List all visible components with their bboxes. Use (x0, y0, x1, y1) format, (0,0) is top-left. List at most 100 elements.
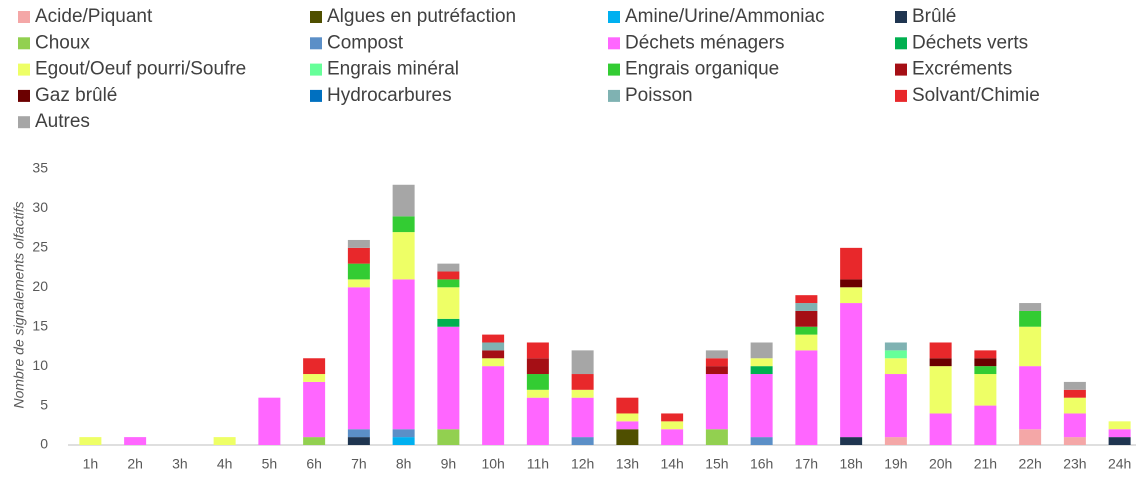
bar-segment (661, 421, 684, 430)
legend-swatch (608, 37, 620, 50)
bar-segment (437, 287, 460, 319)
legend-label: Gaz brûlé (35, 85, 117, 106)
bar-segment (974, 374, 997, 406)
x-tick-label: 20h (929, 456, 952, 472)
legend-label: Engrais minéral (327, 59, 459, 80)
bar-segment (392, 279, 415, 430)
bar-segment (1019, 366, 1042, 430)
legend-swatch (895, 63, 907, 76)
bar-segment (974, 366, 997, 375)
bar-segment (437, 271, 460, 280)
x-tick-label: 19h (884, 456, 907, 472)
bar-segment (482, 358, 505, 367)
legend-swatch (310, 37, 322, 50)
bar-segment (884, 350, 907, 359)
bar-segment (750, 366, 773, 375)
bar-segment (213, 437, 236, 445)
legend-label: Excréments (912, 59, 1012, 80)
bar-segment (974, 358, 997, 367)
y-tick-label: 15 (32, 317, 48, 333)
y-tick-label: 35 (32, 160, 48, 176)
bar-segment (1108, 437, 1131, 445)
bar-segment (884, 358, 907, 375)
bar-segment (1019, 326, 1042, 367)
bar-segment (1108, 421, 1131, 430)
x-tick-label: 12h (571, 456, 594, 472)
x-tick-label: 22h (1018, 456, 1041, 472)
legend-swatch (608, 11, 620, 23)
bar-segment (392, 184, 415, 217)
x-tick-label: 14h (660, 456, 683, 472)
bar-segment (347, 287, 370, 430)
legend-swatch (895, 37, 907, 50)
bar-segment (884, 374, 907, 438)
bar-segment (929, 342, 952, 359)
bar-segment (974, 350, 997, 359)
bar-segment (392, 232, 415, 280)
legend-label: Acide/Piquant (35, 6, 153, 27)
bar-segment (616, 413, 639, 422)
x-tick-label: 16h (750, 456, 773, 472)
x-tick-label: 8h (396, 456, 412, 472)
y-tick-label: 20 (32, 278, 48, 294)
x-tick-label: 9h (441, 456, 457, 472)
legend-swatch (18, 11, 30, 23)
legend-swatch (895, 89, 907, 102)
bar-segment (929, 366, 952, 414)
bar-segment (705, 374, 728, 430)
x-tick-label: 6h (306, 456, 322, 472)
x-tick-label: 24h (1108, 456, 1131, 472)
legend-swatch (18, 37, 30, 50)
bar-segment (392, 429, 415, 438)
bar-segment (526, 397, 549, 445)
bar-segment (526, 389, 549, 398)
legend-swatch (310, 89, 322, 102)
bar-segment (571, 397, 594, 438)
bar-segment (1063, 437, 1086, 445)
bar-segment (884, 437, 907, 445)
bar-segment (437, 263, 460, 272)
bar-segment (1019, 310, 1042, 327)
bar-segment (974, 405, 997, 445)
bar-segment (750, 437, 773, 445)
bar-segment (1019, 429, 1042, 445)
legend-label: Amine/Urine/Ammoniac (625, 6, 825, 27)
bar-segment (347, 239, 370, 248)
y-tick-label: 10 (32, 357, 48, 373)
legend-label: Autres (35, 111, 90, 132)
x-tick-label: 21h (974, 456, 997, 472)
bar-segment (347, 247, 370, 264)
bar-segment (526, 342, 549, 359)
bar-segment (1063, 381, 1086, 390)
legend-label: Algues en putréfaction (327, 6, 516, 27)
bar-segment (303, 381, 326, 438)
legend-label: Egout/Oeuf pourri/Soufre (35, 59, 246, 80)
bar-segment (437, 279, 460, 288)
bar-segment (571, 389, 594, 398)
legend-label: Poisson (625, 85, 693, 106)
x-tick-label: 13h (616, 456, 639, 472)
bar-segment (392, 437, 415, 445)
bar-segment (79, 437, 102, 445)
x-tick-label: 1h (83, 456, 99, 472)
bar-segment (661, 429, 684, 445)
bar-segment (661, 413, 684, 422)
bar-segment (884, 342, 907, 351)
legend-swatch (18, 63, 30, 76)
bar-segment (705, 366, 728, 375)
bar-segment (392, 216, 415, 233)
legend-swatch (310, 63, 322, 76)
bar-segment (795, 310, 818, 327)
bar-segment (795, 334, 818, 351)
x-tick-label: 10h (481, 456, 504, 472)
bar-segment (1019, 303, 1042, 311)
y-tick-label: 0 (40, 436, 48, 452)
bar-segment (482, 334, 505, 343)
bar-segment (840, 437, 863, 445)
bar-segment (840, 247, 863, 280)
legend-swatch (608, 89, 620, 102)
x-tick-label: 5h (262, 456, 278, 472)
legend-label: Hydrocarbures (327, 85, 452, 106)
legend-label: Engrais organique (625, 59, 779, 80)
